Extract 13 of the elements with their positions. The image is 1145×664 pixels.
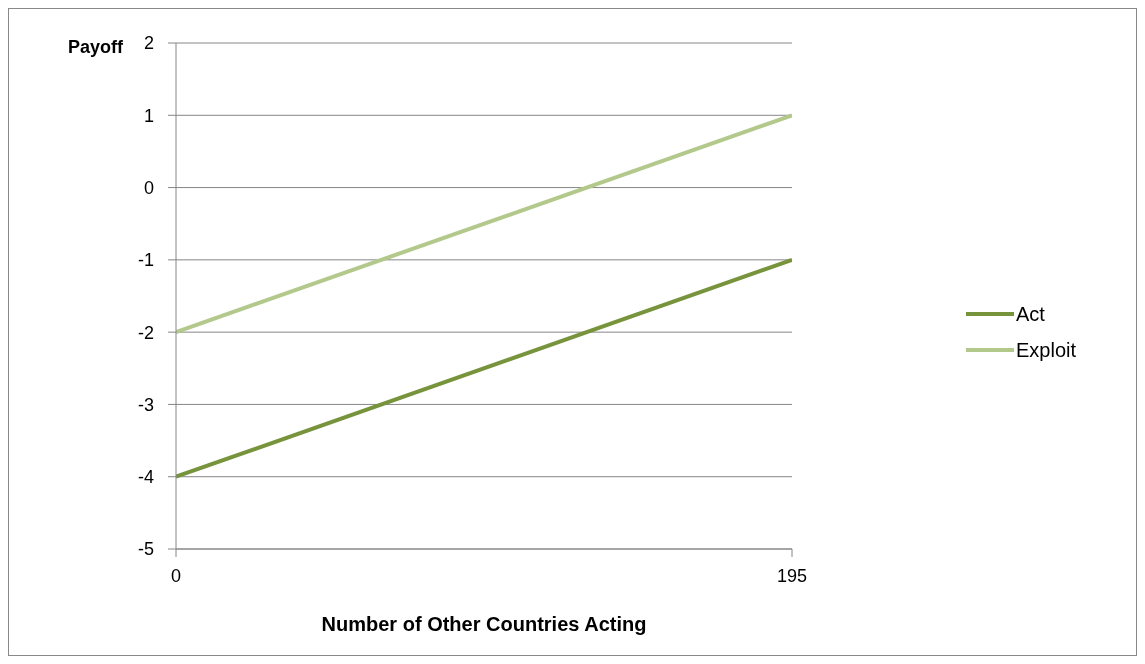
y-axis-title: Payoff: [67, 37, 124, 57]
legend-label: Exploit: [1016, 338, 1077, 362]
y-tick-label: -2: [137, 322, 154, 343]
y-tick-label: -5: [137, 539, 154, 560]
x-axis-title: Number of Other Countries Acting: [321, 613, 647, 635]
x-tick-label: 195: [776, 565, 808, 586]
y-tick-label: 0: [143, 177, 154, 198]
y-tick-label: 1: [143, 105, 154, 126]
y-tick-label: -4: [137, 467, 154, 488]
legend-label: Act: [1016, 302, 1045, 326]
y-tick-label: -3: [137, 394, 154, 415]
y-tick-label: -1: [137, 250, 154, 271]
y-tick-label: 2: [143, 33, 154, 54]
